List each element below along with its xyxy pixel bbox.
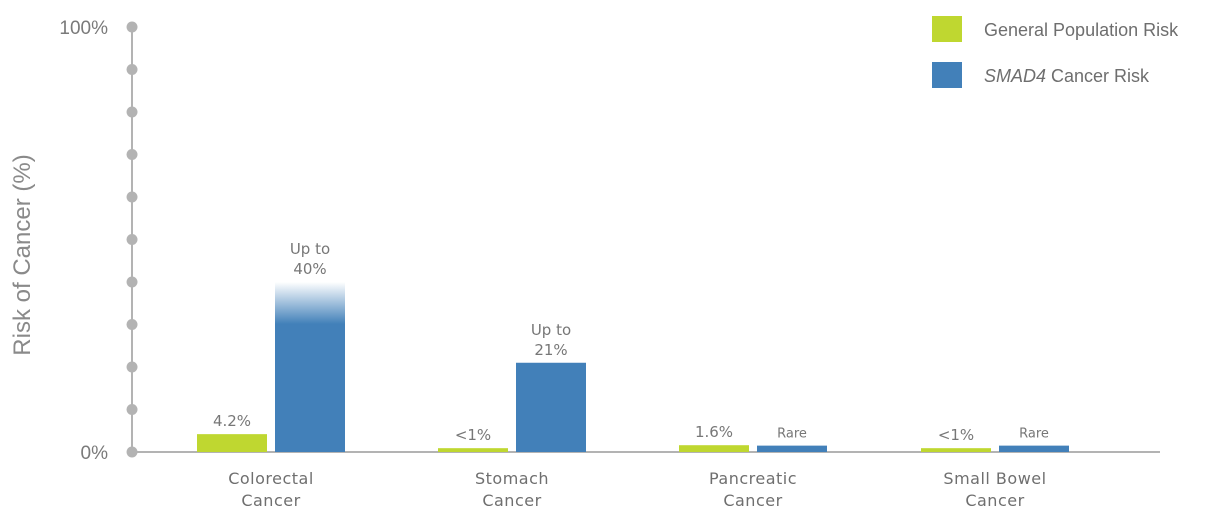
- y-tick-label: 0%: [81, 443, 109, 464]
- y-axis-dot: [126, 149, 138, 160]
- legend-swatch-general: [932, 16, 962, 42]
- legend-label-smad4: SMAD4 Cancer Risk: [984, 66, 1150, 86]
- y-tick-label: 100%: [59, 18, 108, 39]
- category-label: Pancreatic: [709, 469, 797, 488]
- data-label: Up to: [531, 321, 571, 339]
- data-label: 1.6%: [695, 423, 733, 441]
- bar-general: [921, 448, 991, 452]
- y-axis-dot: [126, 404, 138, 415]
- bar-smad4: [757, 445, 827, 452]
- legend-label-smad4-rest: Cancer Risk: [1046, 66, 1150, 86]
- y-axis-dot: [126, 191, 138, 203]
- data-label: <1%: [455, 426, 491, 444]
- data-label: 4.2%: [213, 412, 251, 430]
- legend-label-smad4-gene: SMAD4: [984, 66, 1046, 86]
- category-label: Cancer: [482, 491, 541, 510]
- data-label: Rare: [777, 427, 807, 442]
- y-axis-dot: [126, 64, 138, 75]
- data-label: Up to: [290, 240, 330, 258]
- y-axis-dot: [126, 21, 138, 33]
- legend-label-general: General Population Risk: [984, 20, 1179, 40]
- category-label: Stomach: [475, 469, 549, 488]
- bar-general: [679, 445, 749, 452]
- bar-smad4-fade: [275, 282, 345, 324]
- y-axis-dot: [126, 319, 138, 330]
- category-label: Cancer: [965, 491, 1024, 510]
- y-axis-dot: [126, 234, 138, 245]
- bar-smad4: [516, 362, 586, 452]
- bar-general: [197, 434, 267, 452]
- data-label: Rare: [1019, 427, 1049, 442]
- bar-general: [438, 448, 508, 452]
- bar-smad4: [999, 445, 1069, 452]
- data-labels: 4.2% Up to 40% <1% Up to 21% 1.6% Rare <1% Rare: [213, 240, 1049, 444]
- axes: 0% 100% Risk of Cancer (%) Colorectal Cancer…: [9, 18, 1160, 510]
- y-axis-dot: [126, 276, 138, 288]
- bars: [197, 282, 1069, 452]
- category-label: Colorectal: [228, 469, 314, 488]
- category-label: Cancer: [241, 491, 300, 510]
- data-label: <1%: [938, 426, 974, 444]
- data-label: 21%: [534, 341, 567, 359]
- bar-smad4: [275, 324, 345, 452]
- category-label: Small Bowel: [943, 469, 1046, 488]
- legend: General Population Risk SMAD4 Cancer Risk: [932, 16, 1179, 88]
- legend-swatch-smad4: [932, 62, 962, 88]
- y-axis-dot: [126, 361, 138, 373]
- y-axis-title: Risk of Cancer (%): [9, 154, 36, 355]
- category-label: Cancer: [723, 491, 782, 510]
- y-axis-dot: [126, 106, 138, 118]
- y-axis-dot: [126, 446, 138, 458]
- data-label: 40%: [293, 260, 326, 278]
